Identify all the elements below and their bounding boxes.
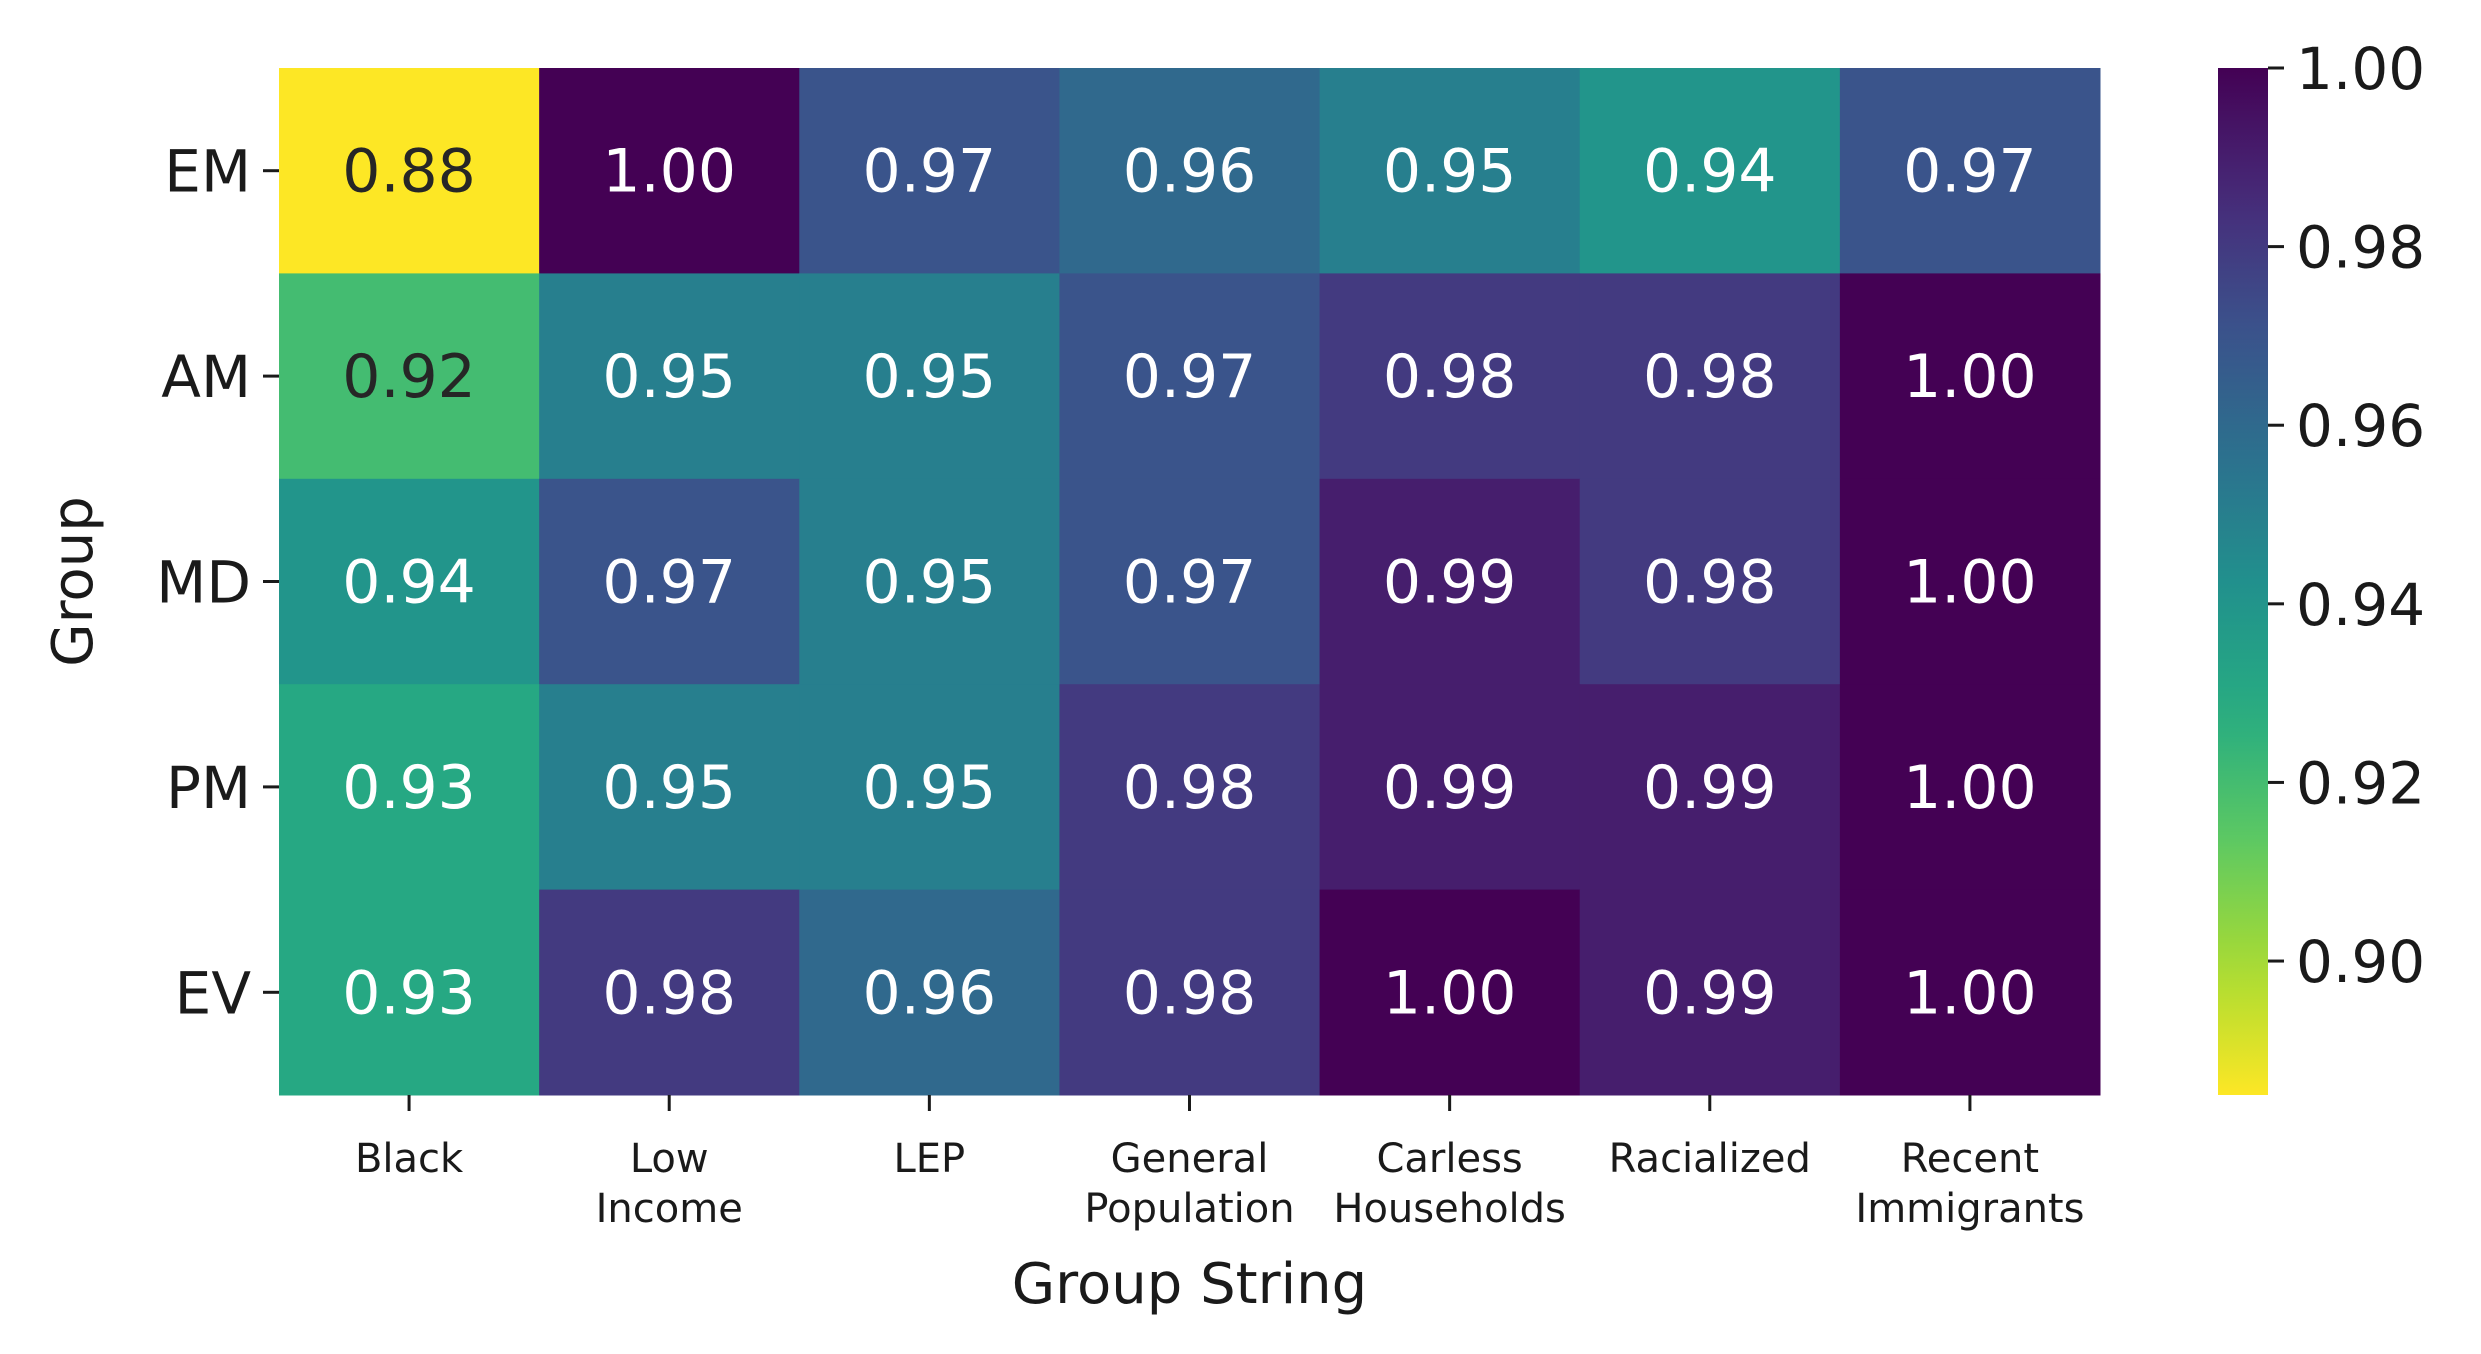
cell-value-label: 0.97 xyxy=(1123,342,1257,412)
heatmap-cell xyxy=(1059,478,1321,685)
heatmap-cell xyxy=(1839,684,2101,891)
heatmap-cell xyxy=(279,478,540,685)
colorbar: 0.90 0.92 0.94 0.96 0.98 1.00 xyxy=(2218,35,2425,1095)
heatmap-cell xyxy=(799,68,1060,274)
y-tick-label: PM xyxy=(166,754,251,822)
cell-value-label: 0.99 xyxy=(1643,958,1777,1028)
colorbar-ticks: 0.90 0.92 0.94 0.96 0.98 1.00 xyxy=(2268,35,2425,996)
cell-value-label: 0.97 xyxy=(863,137,997,207)
heatmap-cell xyxy=(1319,478,1581,685)
cell-value-label: 0.97 xyxy=(1903,137,2037,207)
y-tick-label: EM xyxy=(164,138,251,206)
heatmap-cell xyxy=(1059,684,1321,891)
cell-value-label: 0.88 xyxy=(342,137,476,207)
cell-value-label: 0.97 xyxy=(1123,548,1257,618)
heatmap-cell xyxy=(539,68,800,274)
x-tick-label: Recent Immigrants xyxy=(1855,1136,2084,1232)
x-tick-label: Racialized xyxy=(1609,1136,1811,1182)
heatmap-cell xyxy=(539,273,800,480)
cell-value-label: 0.98 xyxy=(1123,753,1257,823)
heatmap-cell xyxy=(1319,889,1581,1096)
cell-value-label: 0.93 xyxy=(342,753,476,823)
colorbar-tick-label: 0.98 xyxy=(2296,214,2425,282)
heatmap-cell xyxy=(799,478,1060,685)
heatmap-cell xyxy=(279,273,540,480)
x-tick-label: Low Income xyxy=(596,1136,743,1232)
heatmap-cell xyxy=(539,684,800,891)
heatmap-cell xyxy=(1839,68,2101,274)
heatmap-cell xyxy=(799,273,1060,480)
heatmap-cell xyxy=(1579,273,1841,480)
heatmap-cell xyxy=(1319,68,1581,274)
heatmap-cell xyxy=(1839,478,2101,685)
x-axis-title: Group String xyxy=(1012,1252,1367,1317)
cell-value-label: 0.96 xyxy=(863,958,997,1028)
heatmap-cell xyxy=(1059,889,1321,1096)
cell-value-label: 0.98 xyxy=(1383,342,1517,412)
y-axis-ticks: EM AM MD PM EV xyxy=(156,138,279,1027)
cell-value-label: 0.95 xyxy=(863,753,997,823)
cell-value-label: 1.00 xyxy=(1903,342,2037,412)
heatmap-cell xyxy=(1579,478,1841,685)
cell-value-label: 0.98 xyxy=(1643,342,1777,412)
cell-value-label: 0.95 xyxy=(602,753,736,823)
cell-value-label: 0.92 xyxy=(342,342,476,412)
heatmap-cell xyxy=(1319,684,1581,891)
heatmap-cell xyxy=(1579,684,1841,891)
heatmap-cell xyxy=(1579,68,1841,274)
cell-value-label: 0.98 xyxy=(1123,958,1257,1028)
cell-value-label: 0.93 xyxy=(342,958,476,1028)
x-tick-label: Black xyxy=(355,1136,464,1182)
cell-value-label: 0.97 xyxy=(602,548,736,618)
x-tick-label: LEP xyxy=(894,1136,966,1182)
heatmap-cell xyxy=(279,889,540,1096)
cell-value-label: 0.95 xyxy=(602,342,736,412)
heatmap-cells: 0.88 1.00 0.97 0.96 0.95 0.94 0.97 0.92 0.95 0.95… xyxy=(279,68,2101,1096)
colorbar-tick-label: 0.92 xyxy=(2296,749,2425,817)
cell-value-label: 0.98 xyxy=(602,958,736,1028)
heatmap-cell xyxy=(279,68,540,274)
y-tick-label: EV xyxy=(175,959,252,1027)
cell-value-label: 0.99 xyxy=(1383,548,1517,618)
heatmap-cell xyxy=(1839,889,2101,1096)
cell-value-label: 1.00 xyxy=(1903,958,2037,1028)
y-tick-label: AM xyxy=(161,343,251,411)
heatmap-cell xyxy=(1579,889,1841,1096)
y-tick-label: MD xyxy=(156,549,251,617)
heatmap-cell xyxy=(1059,68,1321,274)
colorbar-tick-label: 0.94 xyxy=(2296,571,2425,639)
colorbar-tick-label: 0.90 xyxy=(2296,928,2425,996)
x-tick-label: Carless Households xyxy=(1333,1136,1566,1232)
heatmap-cell xyxy=(799,889,1060,1096)
colorbar-tick-label: 1.00 xyxy=(2296,35,2425,103)
heatmap-cell xyxy=(1839,273,2101,480)
heatmap-cell xyxy=(539,478,800,685)
x-axis-ticks: Black Low Income LEP General Population Carles… xyxy=(355,1095,2084,1232)
heatmap-cell xyxy=(799,684,1060,891)
cell-value-label: 0.99 xyxy=(1383,753,1517,823)
colorbar-gradient xyxy=(2218,68,2268,1095)
heatmap-cell xyxy=(1319,273,1581,480)
colorbar-tick-label: 0.96 xyxy=(2296,392,2425,460)
y-axis-title: Group xyxy=(41,496,106,667)
cell-value-label: 0.95 xyxy=(863,548,997,618)
cell-value-label: 1.00 xyxy=(1903,548,2037,618)
cell-value-label: 1.00 xyxy=(602,137,736,207)
heatmap-cell xyxy=(539,889,800,1096)
cell-value-label: 0.99 xyxy=(1643,753,1777,823)
cell-value-label: 0.94 xyxy=(1643,137,1777,207)
cell-value-label: 0.95 xyxy=(1383,137,1517,207)
cell-value-label: 0.96 xyxy=(1123,137,1257,207)
cell-value-label: 0.95 xyxy=(863,342,997,412)
heatmap-cell xyxy=(1059,273,1321,480)
x-tick-label: General Population xyxy=(1084,1136,1294,1232)
cell-value-label: 1.00 xyxy=(1383,958,1517,1028)
cell-value-label: 0.98 xyxy=(1643,548,1777,618)
heatmap-cell xyxy=(279,684,540,891)
cell-value-label: 0.94 xyxy=(342,548,476,618)
cell-value-label: 1.00 xyxy=(1903,753,2037,823)
